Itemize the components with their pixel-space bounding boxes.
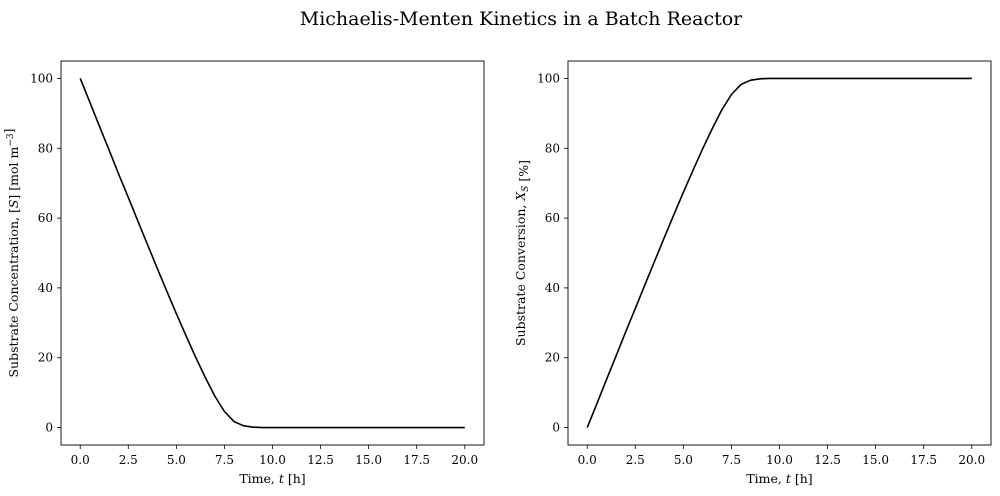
y-tick-label: 60 [545,211,560,225]
x-tick-label: 7.5 [722,453,741,467]
y-tick-label: 0 [552,421,560,435]
x-tick-label: 5.0 [674,453,693,467]
x-tick-label: 15.0 [862,453,889,467]
x-tick-label: 2.5 [119,453,138,467]
x-tick-label: 2.5 [626,453,645,467]
y-tick-label: 60 [38,211,53,225]
x-tick-label: 10.0 [259,453,286,467]
x-tick-label: 12.5 [307,453,334,467]
x-tick-label: 0.0 [578,453,597,467]
y-axis-label: Substrate Conversion, XS [%] [513,160,531,346]
y-tick-label: 20 [38,351,53,365]
x-tick-label: 10.0 [766,453,793,467]
x-tick-label: 0.0 [71,453,90,467]
series-line-1-1 [79,78,465,429]
y-tick-label: 40 [545,281,560,295]
x-tick-label: 15.0 [355,453,382,467]
x-tick-label: 20.0 [958,453,985,467]
y-tick-label: 100 [30,71,53,85]
y-tick-label: 80 [545,141,560,155]
figure-title: Michaelis-Menten Kinetics in a Batch Rea… [300,8,743,30]
chart-panel-2: 0.0 2.5 5.0 7.5 10.0 12.5 15.0 17.5 20.0 0 20 40 60 8… [513,60,992,486]
x-axis-label: Time, t [h] [239,471,305,486]
y-tick-label: 80 [38,141,53,155]
series-line-2-1 [586,77,972,428]
y-tick-label: 20 [545,351,560,365]
y-tick-label: 0 [45,421,53,435]
y-tick-label: 100 [537,71,560,85]
x-tick-label: 17.5 [403,453,430,467]
x-tick-label: 20.0 [451,453,478,467]
x-tick-label: 5.0 [167,453,186,467]
x-tick-label: 7.5 [215,453,234,467]
y-axis-label: Substrate Concentration, [S] [mol m−3] [1,128,21,377]
x-tick-label: 17.5 [910,453,937,467]
chart-panel-1: 0.0 2.5 5.0 7.5 10.0 12.5 15.0 17.5 20.0 0 20 40 60 8… [1,60,485,486]
x-axis-label: Time, t [h] [746,471,812,486]
x-tick-label: 12.5 [814,453,841,467]
y-tick-label: 40 [38,281,53,295]
